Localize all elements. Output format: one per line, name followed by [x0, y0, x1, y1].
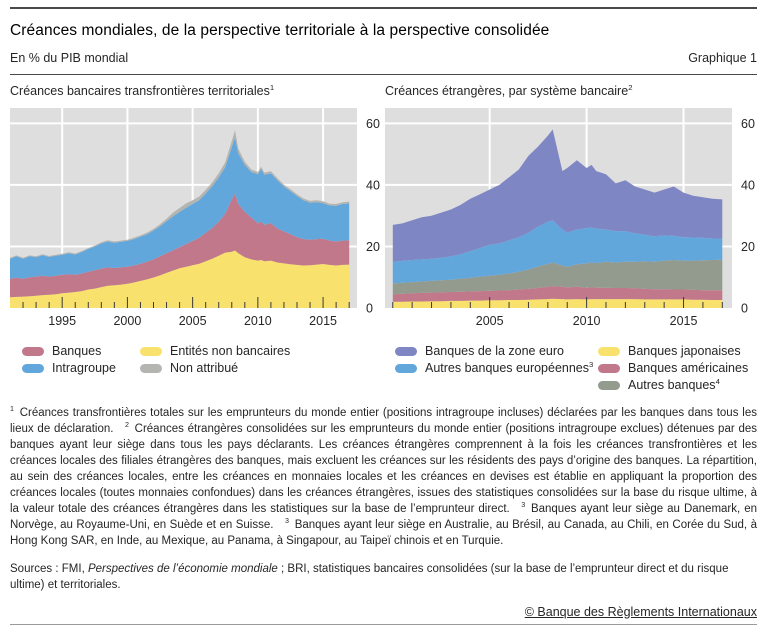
- svg-text:60: 60: [366, 117, 380, 131]
- legend-swatch: [395, 363, 417, 373]
- legend-label: Non attribué: [170, 361, 239, 375]
- x-axis-labels: 2005 2010 2015: [476, 314, 698, 328]
- stacked-areas: [10, 130, 350, 308]
- legend-item: Entités non bancaires: [140, 344, 290, 358]
- svg-text:2005: 2005: [179, 314, 207, 328]
- graph-number: Graphique 1: [688, 51, 757, 65]
- legend-consolidated: Banques de la zone euro Autres banques eu…: [385, 344, 757, 392]
- source-title-italic: Perspectives de l’économie mondiale: [87, 563, 278, 575]
- stacked-areas: [392, 129, 723, 308]
- legend-label: Banques japonaises: [628, 344, 741, 358]
- panel-title-territorial: Créances bancaires transfrontières terri…: [10, 82, 275, 98]
- subtitle-row: En % du PIB mondial Graphique 1: [10, 51, 757, 65]
- legend-column: Entités non bancaires Non attribué: [140, 344, 290, 375]
- legend-swatch: [140, 363, 162, 373]
- panel-title-footnote-marker: 2: [628, 82, 633, 92]
- area-series: [10, 193, 350, 298]
- svg-text:2005: 2005: [476, 314, 504, 328]
- copyright-line: © Banque des Règlements Internationaux: [10, 605, 757, 619]
- territorial-claims-chart: 1995 2000 2005 2010 2015 0 20 40 60: [10, 108, 380, 328]
- legend-label: Autres banques européennes3: [425, 359, 594, 375]
- legend-label: Entités non bancaires: [170, 344, 291, 358]
- area-series: [392, 220, 723, 284]
- legend-swatch: [598, 380, 620, 390]
- svg-text:2010: 2010: [244, 314, 272, 328]
- legend-label: Banques de la zone euro: [425, 344, 564, 358]
- legend-swatch: [22, 363, 44, 373]
- area-series: [392, 298, 723, 308]
- svg-text:2010: 2010: [573, 314, 601, 328]
- panel-consolidated: Créances étrangères, par système bancair…: [385, 82, 757, 392]
- legend-swatch: [598, 346, 620, 356]
- source-text: ; BRI, statistiques bancaires consolidée…: [10, 563, 729, 591]
- source-text: Sources : FMI,: [10, 563, 88, 575]
- svg-text:40: 40: [741, 178, 755, 192]
- legend-item: Banques américaines: [598, 361, 748, 375]
- panel-title-consolidated: Créances étrangères, par système bancair…: [385, 82, 633, 98]
- legend-swatch: [140, 346, 162, 356]
- panel-title-footnote-marker: 1: [269, 82, 275, 92]
- legend-item: Non attribué: [140, 361, 290, 375]
- legend-swatch: [22, 346, 44, 356]
- legend-column: Banques Intragroupe: [22, 344, 140, 375]
- y-axis-labels: 0 20 40 60: [366, 117, 380, 316]
- svg-text:20: 20: [741, 240, 755, 254]
- area-series: [392, 286, 723, 302]
- legend-item: Autres banques4: [598, 376, 748, 392]
- legend-label: Banques américaines: [628, 361, 749, 375]
- area-series: [392, 259, 723, 295]
- footnote-marker: 3: [521, 501, 526, 510]
- legend-column: Banques japonaises Banques américaines Aut…: [598, 344, 748, 392]
- y-axis-labels: 0 20 40 60: [741, 117, 755, 316]
- legend-item: Banques: [22, 344, 140, 358]
- legend-label: Autres banques4: [628, 376, 720, 392]
- legend-label: Banques: [52, 344, 102, 358]
- legend-swatch: [598, 363, 620, 373]
- bottom-rule: [10, 623, 757, 625]
- legend-territorial: Banques Intragroupe Entités non bancaires N…: [10, 344, 382, 375]
- top-rule: [10, 7, 757, 9]
- legend-column: Banques de la zone euro Autres banques eu…: [395, 344, 598, 392]
- svg-text:2015: 2015: [309, 314, 337, 328]
- svg-text:20: 20: [366, 240, 380, 254]
- area-series: [392, 129, 723, 262]
- legend-item: Banques de la zone euro: [395, 344, 598, 358]
- legend-item: Banques japonaises: [598, 344, 748, 358]
- svg-text:60: 60: [741, 117, 755, 131]
- area-series: [10, 137, 350, 279]
- x-axis-ticks: [392, 297, 723, 308]
- units-label: En % du PIB mondial: [10, 51, 129, 65]
- x-axis-ticks: [22, 297, 350, 308]
- foreign-claims-chart: 2005 2010 2015 0 20 40 60: [385, 108, 755, 328]
- footnote-marker: 3: [284, 517, 289, 526]
- sources-line: Sources : FMI, Perspectives de l’économi…: [10, 561, 757, 593]
- svg-text:0: 0: [741, 302, 748, 316]
- charts-row: Créances bancaires transfrontières terri…: [10, 82, 757, 392]
- svg-text:2015: 2015: [670, 314, 698, 328]
- panel-territorial: Créances bancaires transfrontières terri…: [10, 82, 382, 392]
- svg-text:0: 0: [366, 302, 373, 316]
- page-title: Créances mondiales, de la perspective te…: [10, 22, 550, 39]
- header-rule: [10, 74, 757, 75]
- svg-text:1995: 1995: [48, 314, 76, 328]
- area-series: [10, 250, 350, 308]
- svg-text:40: 40: [366, 178, 380, 192]
- svg-text:2000: 2000: [113, 314, 141, 328]
- footnote-marker: 1: [10, 405, 14, 414]
- legend-label: Intragroupe: [52, 361, 116, 375]
- page: Créances mondiales, de la perspective te…: [0, 7, 767, 625]
- legend-item: Autres banques européennes3: [395, 359, 598, 375]
- copyright-link[interactable]: © Banque des Règlements Internationaux: [524, 604, 757, 619]
- legend-item: Intragroupe: [22, 361, 140, 375]
- x-axis-labels: 1995 2000 2005 2010 2015: [48, 314, 337, 328]
- footnotes: 1 Créances transfrontières totales sur l…: [10, 405, 757, 547]
- footnote-marker: 2: [124, 421, 129, 430]
- legend-swatch: [395, 346, 417, 356]
